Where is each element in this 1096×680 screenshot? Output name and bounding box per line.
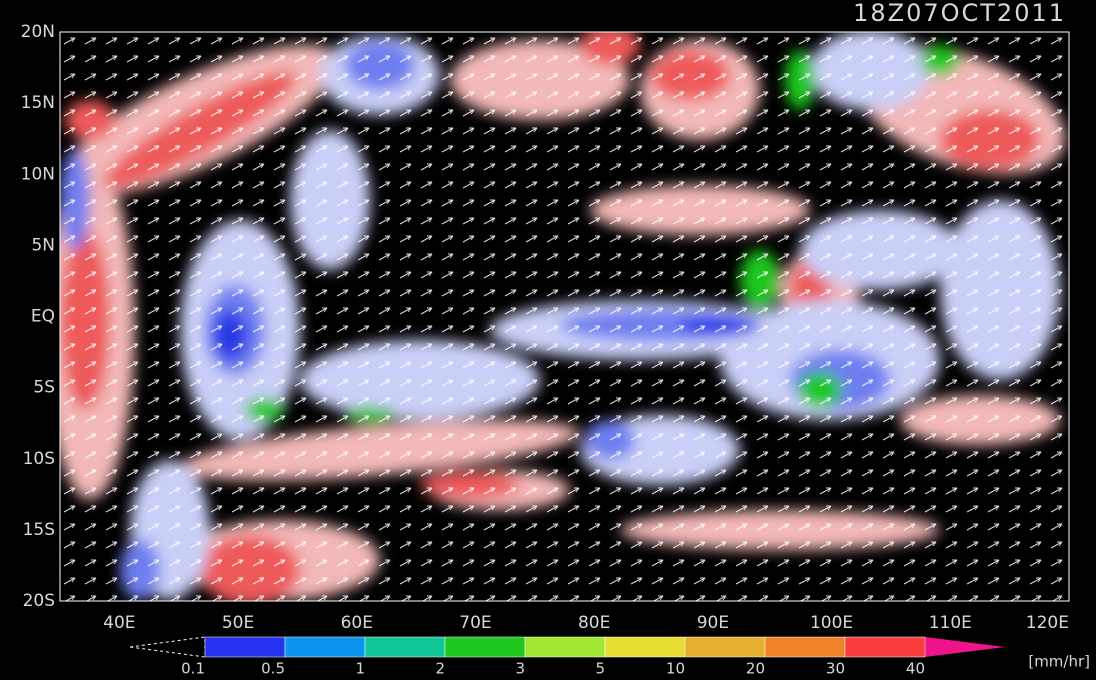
colorbar-label: 1 [355,660,365,678]
colorbar-label: 30 [826,660,845,678]
title: 18Z07OCT2011 [853,0,1066,27]
longitude-label: 70E [459,613,491,633]
colorbar-label: 10 [666,660,685,678]
colorbar-label: 3 [515,660,525,678]
colorbar-segment [604,636,686,658]
colorbar-segment [364,636,446,658]
colorbar-over [925,637,1005,657]
longitude-label: 110E [929,613,972,633]
colorbar-label: 2 [435,660,445,678]
longitude-label: 80E [578,613,610,633]
colorbar-label: 40 [906,660,925,678]
latitude-label: 10S [23,449,55,469]
map-frame [59,31,1070,602]
longitude-label: 120E [1026,613,1069,633]
wind-vectors [60,32,1069,601]
colorbar-under [129,636,206,658]
latitude-label: EQ [31,307,55,327]
colorbar-segment [444,636,526,658]
latitude-label: 20N [21,22,55,42]
colorbar-segment [684,636,766,658]
colorbar-label: 0.5 [261,660,285,678]
latitude-label: 10N [21,164,55,184]
colorbar-segment [524,636,606,658]
colorbar-unit: [mm/hr] [1028,653,1090,671]
colorbar-segment [844,636,926,658]
latitude-label: 15N [21,93,55,113]
colorbar-segment [764,636,846,658]
latitude-label: 15S [23,520,55,540]
longitude-label: 90E [697,613,729,633]
colorbar-label: 0.1 [181,660,205,678]
latitude-label: 20S [23,591,55,611]
colorbar-segment [284,636,366,658]
colorbar-label: 5 [595,660,605,678]
colorbar-label: 20 [746,660,765,678]
longitude-label: 40E [103,613,135,633]
longitude-label: 60E [341,613,373,633]
colorbar-segment [204,636,286,658]
latitude-label: 5N [31,235,55,255]
longitude-label: 100E [810,613,853,633]
latitude-label: 5S [33,378,55,398]
longitude-label: 50E [222,613,254,633]
